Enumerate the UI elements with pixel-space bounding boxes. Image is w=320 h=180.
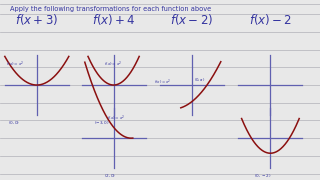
- Text: $(2,0)$: $(2,0)$: [104, 172, 116, 179]
- Text: $f(x)-2$: $f(x)-2$: [249, 12, 292, 26]
- Text: $f(x+3)$: $f(x+3)$: [15, 12, 58, 26]
- Text: $f(x){=}x^2$: $f(x){=}x^2$: [154, 78, 171, 87]
- Text: $f(x){=}x^2$: $f(x){=}x^2$: [107, 114, 125, 123]
- Text: $(0,a)$: $(0,a)$: [194, 76, 205, 83]
- Text: Apply the following transformations for each function above: Apply the following transformations for …: [10, 6, 211, 12]
- Text: $(0,-2)$: $(0,-2)$: [254, 172, 272, 179]
- Text: $f(x){=}x^2$: $f(x){=}x^2$: [104, 59, 122, 69]
- Text: $(0,0)$: $(0,0)$: [8, 119, 20, 126]
- Text: $f(x)+4$: $f(x)+4$: [92, 12, 135, 26]
- Text: $f(x-2)$: $f(x-2)$: [171, 12, 213, 26]
- Text: $(-3,0)$: $(-3,0)$: [94, 119, 110, 126]
- Text: $f(x){=}x^2$: $f(x){=}x^2$: [6, 59, 25, 69]
